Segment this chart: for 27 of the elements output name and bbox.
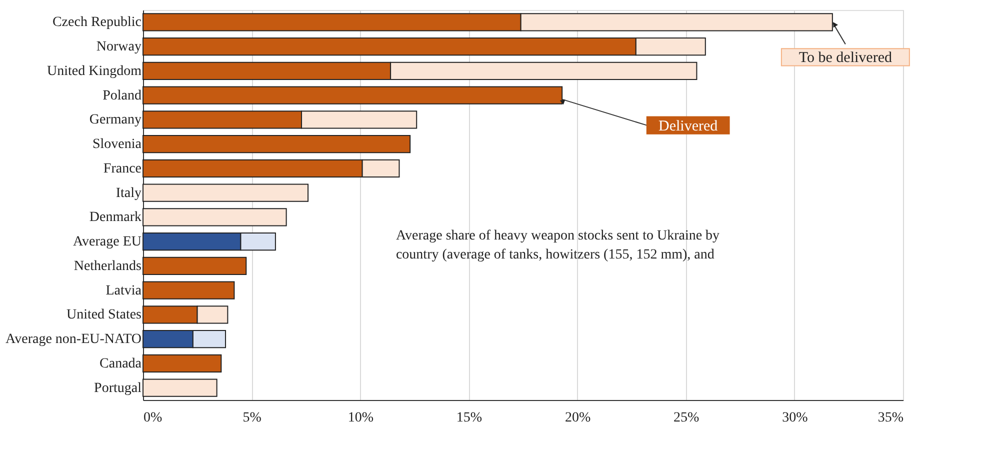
x-tick-label: 25% (674, 410, 700, 426)
y-tick-label: Average non-EU-NATO (6, 332, 142, 348)
y-tick-label: Italy (116, 186, 142, 201)
y-tick-label: Czech Republic (52, 15, 142, 30)
annotation: Average share of heavy weapon stocks sent to Ukraine by country (average of tanks, howitzers (155, 152 mm), and (396, 228, 720, 263)
x-tick-label: 35% (878, 410, 904, 426)
y-tick-label: Poland (102, 88, 142, 104)
series-label: To be delivered (798, 50, 892, 66)
y-tick-label: Latvia (106, 283, 142, 298)
x-tick-label: 20% (564, 410, 591, 426)
y-tick-label: Germany (89, 112, 142, 128)
y-tick-label: Denmark (89, 210, 142, 226)
y-tick-label: Netherlands (74, 258, 142, 274)
y-tick-label: Average EU (72, 234, 142, 250)
y-tick-label: France (103, 161, 142, 176)
y-tick-label: United Kingdom (47, 64, 142, 79)
x-tick-label: 5% (242, 410, 262, 426)
y-tick-label: Norway (96, 40, 142, 55)
y-tick-label: Canada (100, 356, 142, 372)
y-tick-label: United States (66, 308, 142, 323)
y-tick-label: Slovenia (92, 137, 142, 152)
x-tick-label: 0% (144, 410, 162, 426)
x-tick-label: 10% (348, 410, 374, 426)
x-tick-label: 30% (782, 410, 808, 426)
x-tick-label: 15% (456, 410, 482, 426)
text: Delivered (658, 118, 718, 134)
y-tick-label: Portugal (94, 380, 142, 396)
